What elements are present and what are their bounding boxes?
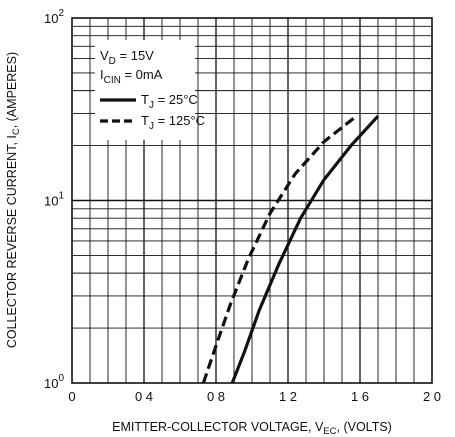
x-tick-label: 0 4 [135,389,153,404]
x-tick-label: 2 0 [423,389,441,404]
legend-background [95,40,195,140]
x-axis-label: EMITTER-COLLECTOR VOLTAGE, VEC, (VOLTS) [112,420,392,437]
x-tick-label: 1 6 [351,389,369,404]
x-tick-label: 0 [68,389,75,404]
series-line-125c [201,114,358,384]
plot-frame [71,17,433,384]
condition-icin: ICIN = 0mA [100,67,163,86]
x-tick-label: 1 2 [279,389,297,404]
data-series [201,114,380,384]
legend: VD = 15V ICIN = 0mA TJ = 25°C TJ = 125°C [100,48,205,132]
legend-label-25c: TJ = 25°C [141,92,198,111]
legend-label-125c: TJ = 125°C [141,113,205,132]
y-tick-label: 101 [44,191,64,209]
x-tick-label: 0 8 [207,389,225,404]
condition-vd: VD = 15V [100,48,154,67]
y-tick-label: 102 [44,8,64,26]
y-axis-label: COLLECTOR REVERSE CURRENT, IC, (AMPERES) [5,52,22,348]
y-tick-label: 100 [44,373,64,391]
series-line-25c [230,115,380,384]
axis-ticks: 0 0 4 0 8 1 2 1 6 2 0 100 101 102 [44,8,441,404]
